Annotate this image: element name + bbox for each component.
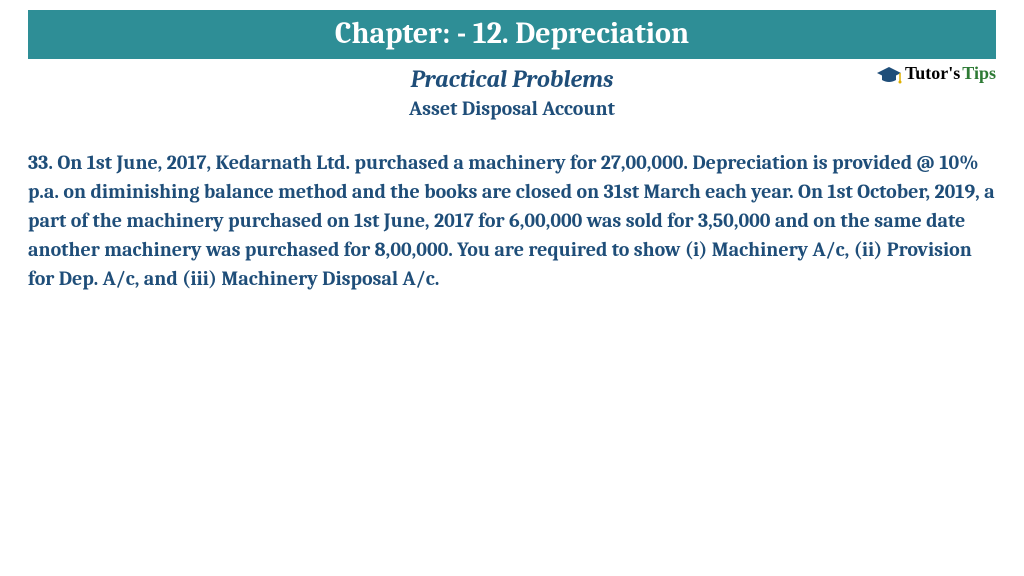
section-title: Asset Disposal Account — [28, 97, 996, 120]
chapter-title-bar: Chapter: - 12. Depreciation — [28, 10, 996, 59]
question-body: 33. On 1st June, 2017, Kedarnath Ltd. pu… — [28, 148, 996, 293]
subheading-text: Practical Problems — [411, 65, 614, 93]
logo-text-part2: Tips — [962, 63, 996, 84]
graduation-cap-icon — [875, 65, 903, 83]
brand-logo: Tutor's Tips — [875, 63, 996, 84]
chapter-title-text: Chapter: - 12. Depreciation — [335, 16, 689, 51]
page-container: Chapter: - 12. Depreciation Practical Pr… — [0, 0, 1024, 576]
logo-text-part1: Tutor's — [905, 63, 960, 84]
subheading-row: Practical Problems Tutor's Tips — [28, 65, 996, 93]
